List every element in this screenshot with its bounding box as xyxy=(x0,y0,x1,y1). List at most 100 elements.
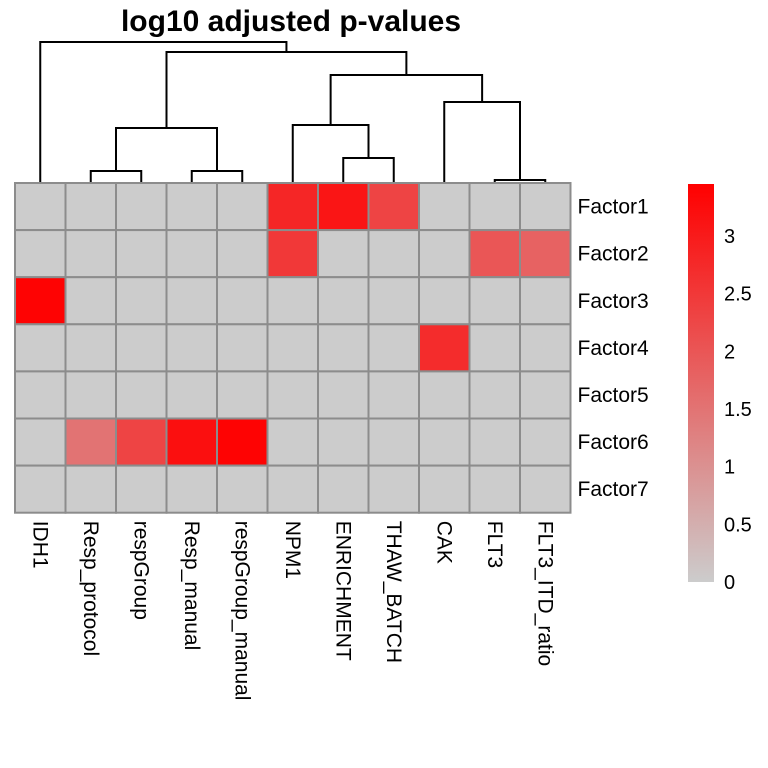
heatmap-cell xyxy=(14,276,67,326)
color-legend-ticks: 0 0.5 1 1.5 2 2.5 3 xyxy=(724,226,752,594)
heatmap-cell xyxy=(367,323,420,373)
heatmap-cell xyxy=(468,229,521,279)
legend-tick-label: 0.5 xyxy=(724,514,752,536)
heatmap-cell xyxy=(165,417,218,467)
heatmap-cell xyxy=(317,276,370,326)
heatmap-cell xyxy=(266,323,319,373)
heatmap-cell xyxy=(14,182,67,232)
heatmap-cell xyxy=(519,182,572,232)
heatmap-cell xyxy=(266,229,319,279)
heatmap-cell xyxy=(418,323,471,373)
heatmap-cell xyxy=(266,417,319,467)
column-label: Resp_manual xyxy=(180,521,203,651)
heatmap-cell xyxy=(468,370,521,420)
dendrogram-branch xyxy=(493,179,547,182)
heatmap-cell xyxy=(165,276,218,326)
heatmap-cell xyxy=(418,182,471,232)
row-label: Factor6 xyxy=(578,431,649,454)
heatmap-cell xyxy=(64,323,117,373)
heatmap-cell xyxy=(317,417,370,467)
column-label: Resp_protocol xyxy=(79,521,102,656)
heatmap-cell xyxy=(317,229,370,279)
heatmap-cell xyxy=(418,417,471,467)
heatmap-cell xyxy=(165,182,218,232)
heatmap-cell xyxy=(115,276,168,326)
heatmap-cell xyxy=(115,464,168,514)
heatmap-cell xyxy=(367,276,420,326)
column-label: respGroup_manual xyxy=(230,521,253,701)
column-label: FLT3 xyxy=(483,521,506,568)
heatmap-cell xyxy=(64,464,117,514)
heatmap-cell xyxy=(165,229,218,279)
legend-tick-label: 2.5 xyxy=(724,284,752,306)
heatmap-cell xyxy=(64,276,117,326)
dendrogram-branch xyxy=(165,51,408,128)
heatmap-cell xyxy=(266,276,319,326)
heatmap-cell xyxy=(115,323,168,373)
legend-tick-label: 0 xyxy=(724,572,735,594)
dendrogram-branch xyxy=(291,124,370,182)
legend-tick-label: 1.5 xyxy=(724,399,752,421)
heatmap-cell xyxy=(519,323,572,373)
heatmap-cell xyxy=(266,370,319,420)
legend-tick-label: 3 xyxy=(724,226,735,248)
column-label: respGroup xyxy=(129,521,152,620)
heatmap-cell xyxy=(216,182,269,232)
legend-tick-label: 1 xyxy=(724,457,735,479)
row-labels: Factor1 Factor2 Factor3 Factor4 Factor5 Facto… xyxy=(578,196,650,502)
heatmap-cell xyxy=(14,370,67,420)
row-label: Factor5 xyxy=(578,384,649,407)
heatmap-cell xyxy=(418,276,471,326)
heatmap-cell xyxy=(14,323,67,373)
heatmap-cell xyxy=(115,182,168,232)
dendrogram-branch xyxy=(329,74,484,125)
heatmap-cell xyxy=(14,464,67,514)
heatmap-cell xyxy=(216,417,269,467)
heatmap-cell xyxy=(317,323,370,373)
heatmap-cell xyxy=(367,229,420,279)
heatmap-cell xyxy=(418,370,471,420)
heatmap-cell xyxy=(14,417,67,467)
heatmap-cell xyxy=(64,417,117,467)
heatmap-cell xyxy=(317,182,370,232)
row-label: Factor7 xyxy=(578,478,649,501)
heatmap-cell xyxy=(266,464,319,514)
heatmap-cell xyxy=(317,464,370,514)
heatmap-cell xyxy=(519,229,572,279)
heatmap-cell xyxy=(367,417,420,467)
heatmap-cells xyxy=(14,182,572,514)
column-labels: IDH1 Resp_protocol respGroup Resp_manual res… xyxy=(28,521,556,701)
row-label: Factor2 xyxy=(578,243,649,266)
column-label: NPM1 xyxy=(281,521,304,579)
heatmap-cell xyxy=(468,276,521,326)
row-label: Factor4 xyxy=(578,337,650,360)
heatmap-cell xyxy=(519,370,572,420)
heatmap-cell xyxy=(367,464,420,514)
column-label: CAK xyxy=(432,521,455,564)
color-legend-bar xyxy=(688,184,714,582)
heatmap-cell xyxy=(216,323,269,373)
heatmap-cell xyxy=(266,182,319,232)
heatmap-cell xyxy=(216,370,269,420)
heatmap-cell xyxy=(367,370,420,420)
heatmap-cell xyxy=(519,417,572,467)
heatmap-cell xyxy=(216,276,269,326)
heatmap-cell xyxy=(165,323,218,373)
column-label: FLT3_ITD_ratio xyxy=(533,521,556,667)
heatmap-cell xyxy=(115,417,168,467)
column-label: ENRICHMENT xyxy=(331,521,354,661)
column-label: THAW_BATCH xyxy=(382,521,405,663)
heatmap-cell xyxy=(519,464,572,514)
heatmap-cell xyxy=(317,370,370,420)
heatmap-cell xyxy=(216,229,269,279)
heatmap-cell xyxy=(468,417,521,467)
heatmap-cell xyxy=(14,229,67,279)
row-label: Factor3 xyxy=(578,290,649,313)
column-label: IDH1 xyxy=(28,521,51,569)
row-label: Factor1 xyxy=(578,196,649,219)
heatmap-cell xyxy=(418,229,471,279)
heatmap-cell xyxy=(468,182,521,232)
heatmap-cell xyxy=(165,464,218,514)
dendrogram-branch xyxy=(115,127,218,171)
heatmap-cell xyxy=(418,464,471,514)
